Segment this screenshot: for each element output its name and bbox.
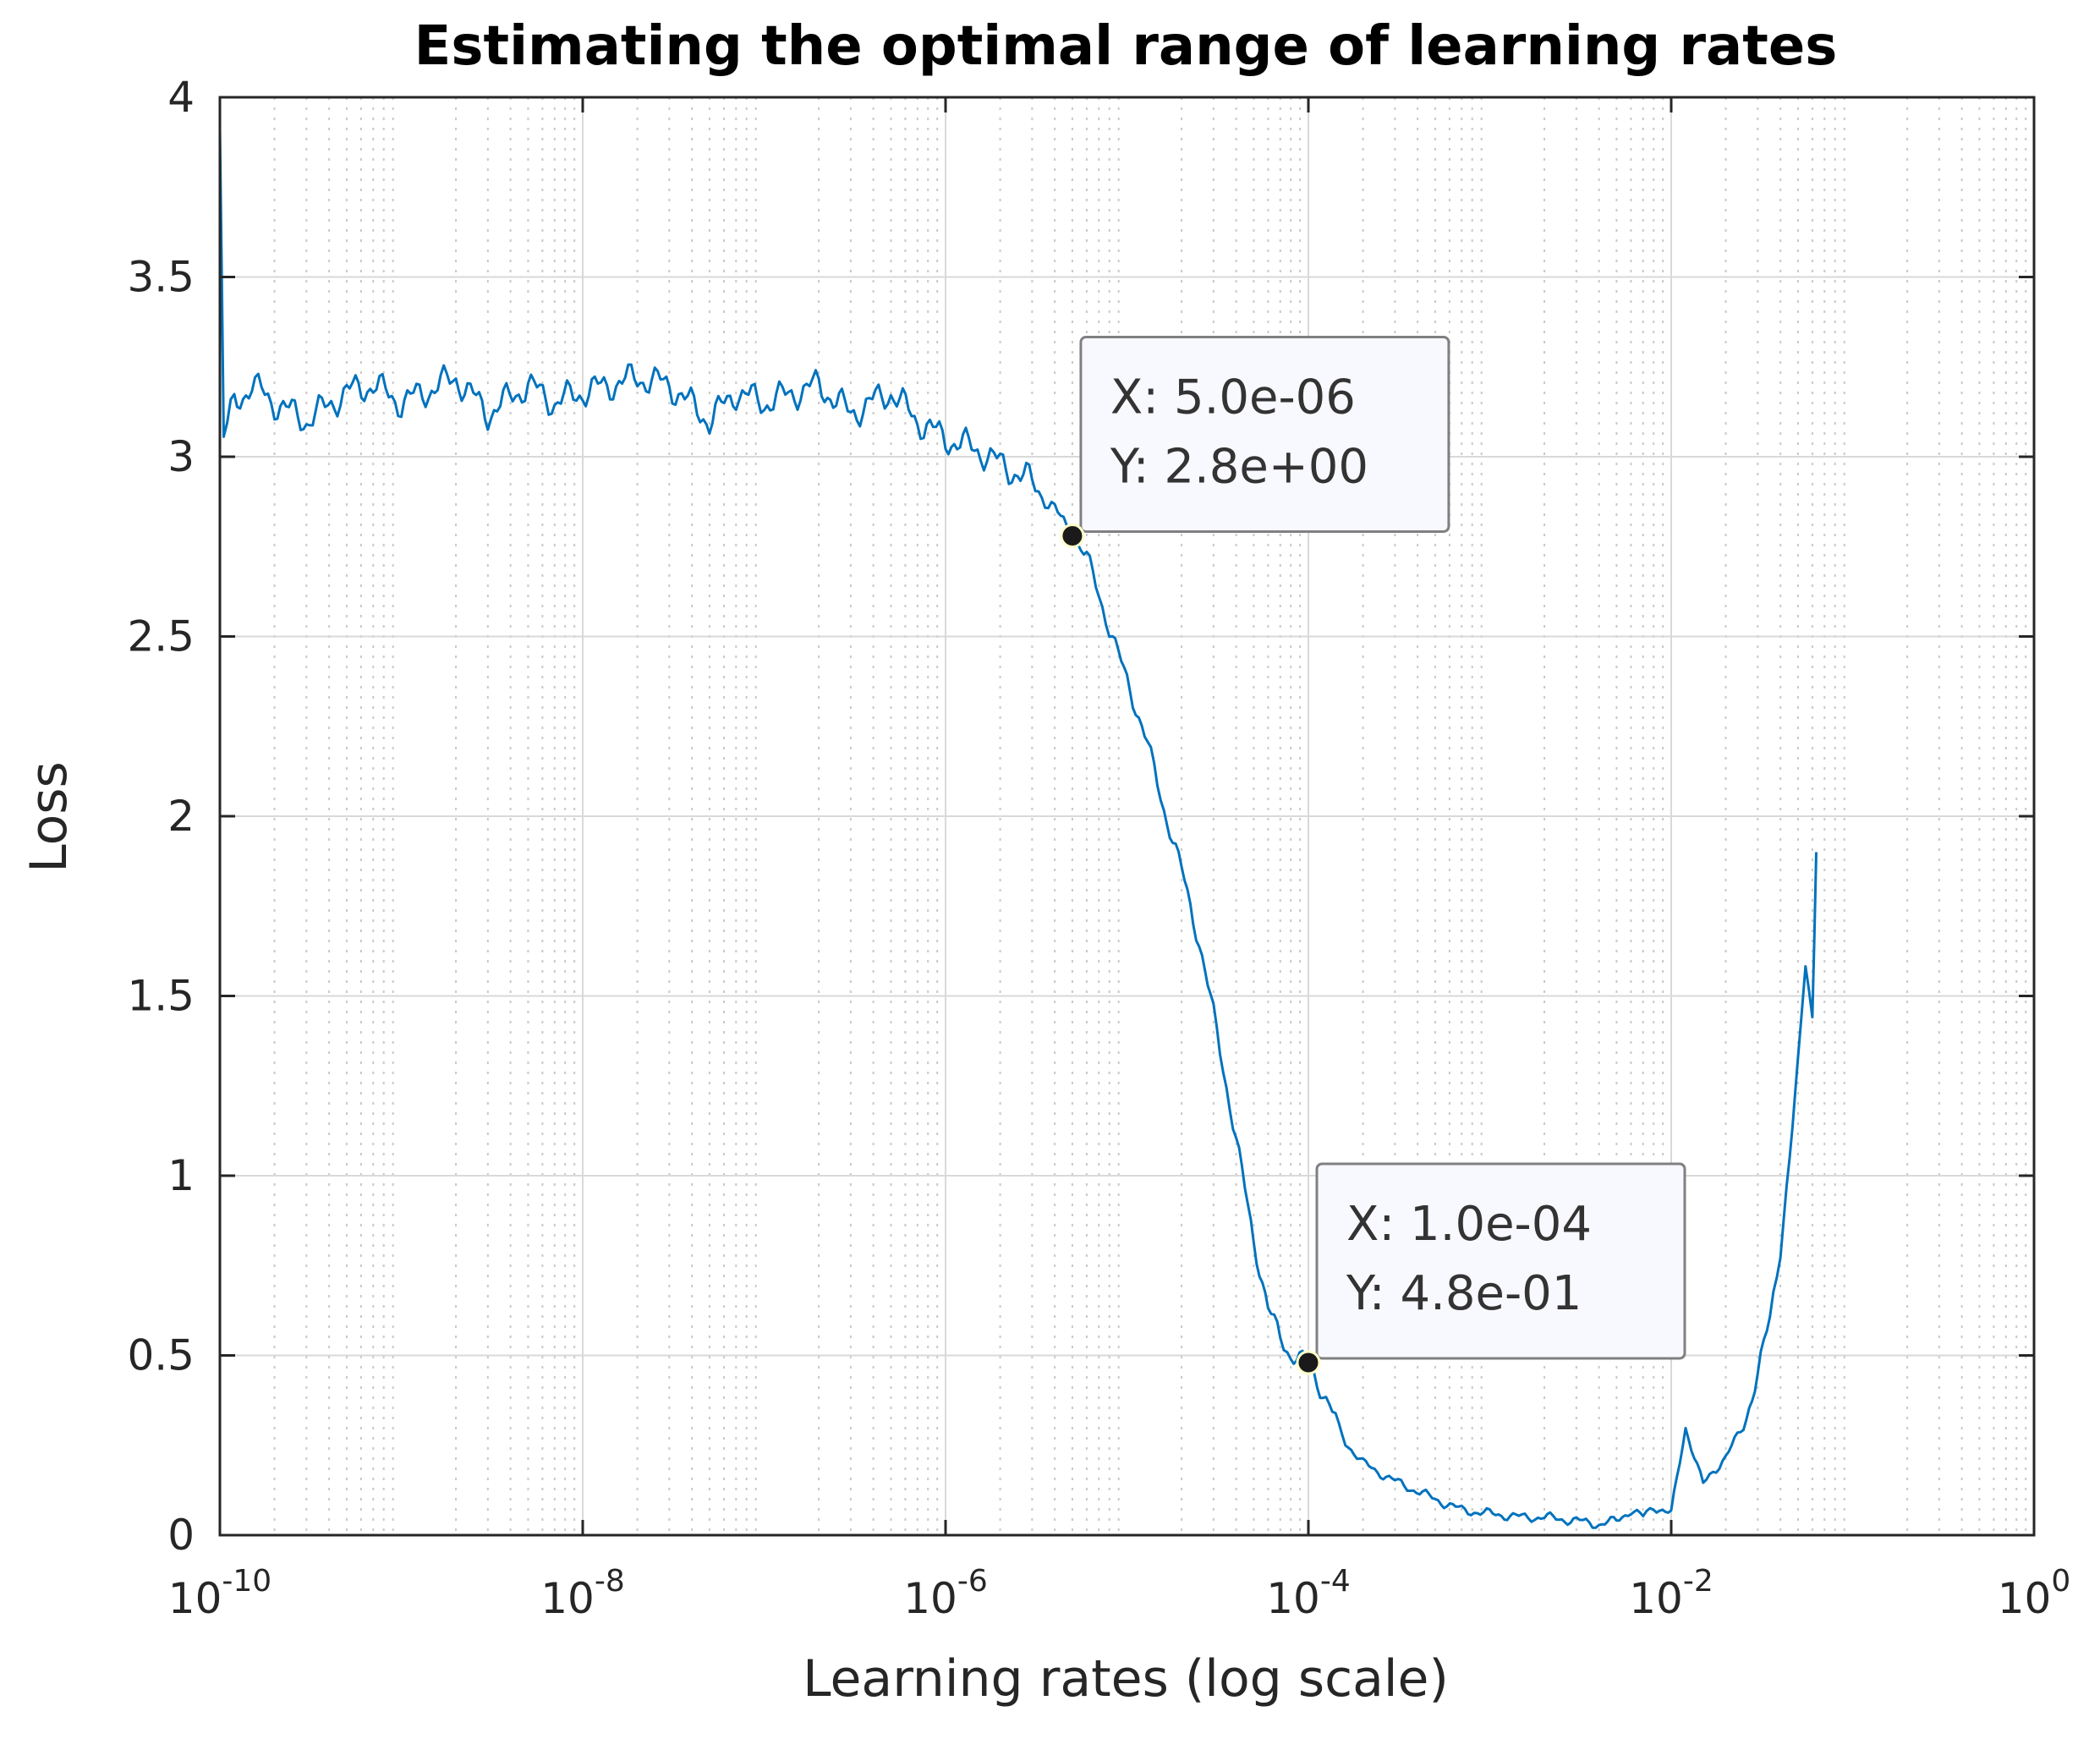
x-tick-label: 10-10 (168, 1564, 271, 1623)
y-tick-label: 3 (167, 432, 195, 481)
x-tick-label: 10-2 (1629, 1564, 1713, 1623)
x-tick-label: 10-6 (903, 1564, 988, 1623)
y-tick-label: 2 (167, 792, 195, 841)
datatip-x-text: X: 1.0e-04 (1346, 1197, 1592, 1252)
series-group (218, 129, 1818, 1529)
x-tick-label: 100 (1998, 1564, 2071, 1623)
x-tick-label: 10-4 (1266, 1564, 1351, 1623)
datatip-x-text: X: 5.0e-06 (1110, 370, 1356, 425)
y-tick-label: 4 (167, 73, 195, 122)
datatip-marker (1296, 1350, 1321, 1375)
annotations: X: 5.0e-06 Y: 2.8e+00 X: 1.0e-04 Y: 4.8e-01 (1060, 336, 1686, 1375)
datatip-marker (1060, 524, 1085, 548)
y-axis-label: Loss (19, 761, 79, 873)
grid (219, 96, 2035, 1536)
loss-series-line (218, 129, 1818, 1529)
axis-ticks: 10-10 10-8 10-6 10-4 10-2 100 0 0.5 1 1.5 2 2.5 3 3.5… (127, 73, 2070, 1623)
datatip-box (1079, 336, 1450, 533)
y-tick-label: 1 (167, 1151, 195, 1200)
chart-title: Estimating the optimal range of learning… (414, 15, 1838, 78)
y-tick-label: 0 (167, 1511, 195, 1560)
datatip-box (1315, 1162, 1686, 1360)
y-tick-label: 2.5 (127, 612, 195, 661)
x-tick-label: 10-8 (540, 1564, 625, 1623)
x-axis-label: Learning rates (log scale) (803, 1649, 1449, 1709)
y-tick-label: 0.5 (127, 1331, 195, 1380)
datatip-y-text: Y: 4.8e-01 (1346, 1266, 1582, 1321)
y-tick-label: 3.5 (127, 253, 195, 302)
datatip-y-text: Y: 2.8e+00 (1110, 440, 1368, 495)
y-tick-label: 1.5 (127, 972, 195, 1021)
